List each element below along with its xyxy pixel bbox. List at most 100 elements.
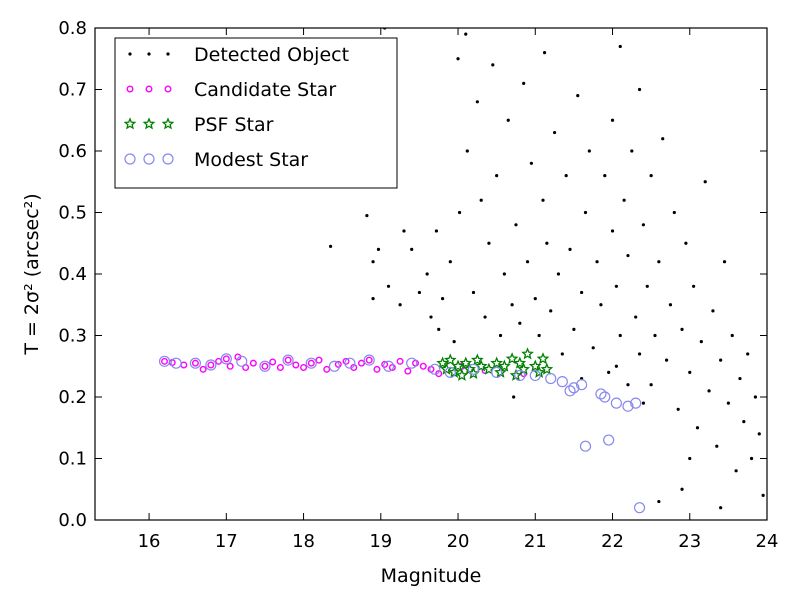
data-point xyxy=(649,383,653,387)
data-point xyxy=(522,81,526,85)
data-point xyxy=(498,359,511,372)
data-point xyxy=(734,469,738,473)
data-point xyxy=(587,149,591,153)
data-point xyxy=(746,352,750,356)
data-point xyxy=(568,382,580,394)
data-point xyxy=(576,379,588,391)
data-point xyxy=(668,303,673,307)
data-point xyxy=(404,367,412,375)
data-point xyxy=(434,229,439,233)
data-point xyxy=(365,213,369,218)
data-point xyxy=(610,397,622,409)
data-point xyxy=(207,361,215,369)
data-point xyxy=(259,360,271,372)
data-point xyxy=(284,356,292,364)
data-point xyxy=(564,385,576,397)
legend-marker xyxy=(143,153,155,165)
data-point xyxy=(730,333,734,338)
data-point xyxy=(505,352,519,365)
data-point xyxy=(599,303,603,307)
data-point xyxy=(344,357,356,369)
data-point xyxy=(376,247,381,251)
data-point xyxy=(528,359,542,372)
data-point xyxy=(382,360,395,372)
legend-item: Candidate Star xyxy=(126,79,336,101)
data-point xyxy=(452,340,456,344)
y-tick-label: 0.3 xyxy=(58,326,87,347)
x-tick-label: 20 xyxy=(447,531,470,552)
data-point xyxy=(170,357,182,369)
data-point xyxy=(622,198,626,202)
data-point xyxy=(513,356,527,369)
data-point xyxy=(512,395,516,399)
data-point xyxy=(161,357,169,365)
y-tick-label: 0.8 xyxy=(58,18,87,39)
x-tick-label: 17 xyxy=(215,531,238,552)
y-tick-label: 0.0 xyxy=(58,510,87,531)
data-point xyxy=(580,290,584,295)
data-point xyxy=(719,506,723,510)
data-point xyxy=(749,456,754,461)
x-tick-label: 22 xyxy=(601,531,624,552)
data-point xyxy=(226,362,234,370)
data-point xyxy=(357,359,365,367)
data-point xyxy=(537,333,541,338)
y-tick-label: 0.4 xyxy=(58,264,87,285)
data-point xyxy=(443,353,457,366)
data-point xyxy=(591,346,595,350)
data-point xyxy=(568,247,572,251)
data-point xyxy=(417,290,422,295)
data-point xyxy=(455,368,469,381)
data-point xyxy=(495,174,499,178)
data-point xyxy=(429,315,433,319)
data-point xyxy=(521,347,534,360)
data-point xyxy=(470,353,484,366)
x-tick-label: 19 xyxy=(369,531,392,552)
data-point xyxy=(552,130,557,135)
data-point xyxy=(637,352,642,356)
legend-marker xyxy=(128,52,132,56)
data-point xyxy=(576,94,580,98)
data-point xyxy=(630,397,642,409)
data-point xyxy=(753,395,758,399)
data-point xyxy=(487,241,491,245)
data-point xyxy=(680,487,684,491)
data-point xyxy=(410,247,414,251)
data-point xyxy=(365,356,373,364)
data-point xyxy=(371,260,375,264)
data-point xyxy=(726,401,730,405)
data-point xyxy=(540,362,554,375)
data-point xyxy=(626,383,630,387)
data-point xyxy=(457,210,462,215)
data-point xyxy=(618,333,622,338)
data-point xyxy=(236,355,248,367)
data-point xyxy=(595,388,607,400)
data-point xyxy=(491,63,495,67)
data-point xyxy=(541,198,545,202)
y-tick-label: 0.2 xyxy=(58,387,87,408)
data-point xyxy=(525,260,530,264)
data-point xyxy=(529,161,534,165)
data-point xyxy=(199,365,207,373)
y-tick-label: 0.5 xyxy=(58,203,87,224)
data-point xyxy=(533,297,537,301)
legend-label: Modest Star xyxy=(194,149,308,171)
x-axis-title: Magnitude xyxy=(381,565,482,587)
data-point xyxy=(363,354,375,366)
data-point xyxy=(603,174,607,178)
data-point xyxy=(641,223,646,227)
data-point xyxy=(261,362,269,370)
data-point xyxy=(626,253,630,258)
y-axis-title: T = 2σ² (arcsec²) xyxy=(21,193,43,355)
data-point xyxy=(761,493,765,497)
x-tick-label: 21 xyxy=(524,531,547,552)
x-tick-label: 23 xyxy=(678,531,701,552)
data-point xyxy=(491,366,503,378)
data-point xyxy=(622,400,634,412)
data-point xyxy=(305,357,317,369)
data-point xyxy=(661,137,665,141)
y-tick-label: 0.6 xyxy=(58,141,87,162)
data-point xyxy=(502,272,506,276)
data-point xyxy=(572,327,576,331)
data-point xyxy=(498,333,503,338)
